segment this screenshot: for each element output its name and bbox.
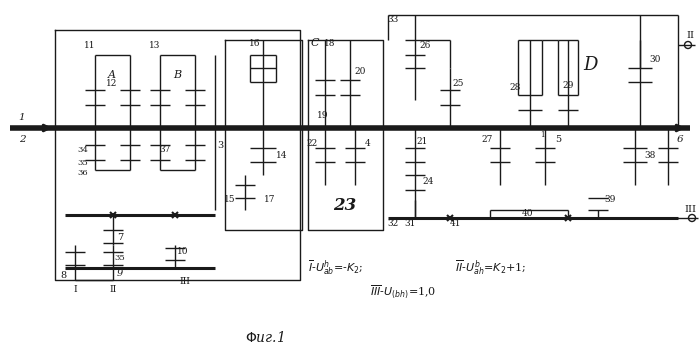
Text: 10: 10 [177, 247, 189, 257]
Text: 35: 35 [115, 254, 125, 262]
Text: 19: 19 [317, 110, 329, 120]
Text: 31: 31 [405, 219, 416, 229]
Text: 20: 20 [354, 67, 365, 76]
Text: D: D [583, 56, 597, 74]
Text: B: B [173, 70, 181, 80]
Text: 34: 34 [78, 146, 88, 154]
Text: 23: 23 [333, 197, 356, 213]
Text: 4: 4 [365, 138, 371, 147]
Text: 29: 29 [562, 81, 574, 89]
Text: $\overline{I}$-$U_{ab}^{h}$=-$K_2$;: $\overline{I}$-$U_{ab}^{h}$=-$K_2$; [308, 259, 363, 277]
Text: 1: 1 [19, 114, 25, 122]
Text: 37: 37 [160, 146, 171, 154]
Text: III: III [684, 206, 696, 214]
Text: C: C [311, 38, 319, 48]
Text: 33: 33 [387, 16, 398, 24]
Text: 7: 7 [117, 233, 123, 241]
Text: 40: 40 [522, 208, 533, 218]
Text: 18: 18 [324, 38, 336, 48]
Text: 21: 21 [416, 137, 428, 147]
Text: A: A [108, 70, 116, 80]
Text: II: II [686, 31, 694, 39]
Text: $\overline{III}$-$U_{(bh)}$=1,0: $\overline{III}$-$U_{(bh)}$=1,0 [370, 283, 436, 301]
Text: 2: 2 [19, 136, 25, 144]
Text: 27: 27 [482, 136, 493, 144]
Text: 28: 28 [510, 83, 521, 93]
Text: 11: 11 [84, 40, 96, 49]
Text: 30: 30 [650, 55, 661, 65]
Text: 16: 16 [249, 38, 260, 48]
Text: 36: 36 [78, 169, 88, 177]
Text: I: I [74, 285, 77, 295]
Text: 38: 38 [644, 151, 656, 159]
Text: 41: 41 [449, 219, 461, 229]
Text: 8: 8 [60, 271, 66, 279]
Text: 15: 15 [224, 196, 236, 204]
Text: III: III [180, 278, 190, 286]
Text: 1: 1 [540, 131, 545, 139]
Text: 26: 26 [419, 40, 430, 49]
Text: 39: 39 [604, 196, 616, 204]
Text: 17: 17 [265, 196, 276, 204]
Text: 3: 3 [217, 141, 223, 149]
Text: II: II [109, 285, 117, 295]
Text: 14: 14 [276, 151, 288, 159]
Text: 9: 9 [117, 268, 123, 278]
Text: $\Phi$иг.1: $\Phi$иг.1 [245, 331, 285, 345]
Text: 12: 12 [106, 78, 118, 87]
Text: 6: 6 [677, 136, 683, 144]
Text: 24: 24 [422, 178, 434, 186]
Text: $\overline{II}$-$U_{ah}^{b}$=$K_2$+1;: $\overline{II}$-$U_{ah}^{b}$=$K_2$+1; [455, 259, 526, 277]
Text: 13: 13 [149, 40, 161, 49]
Text: 5: 5 [555, 136, 561, 144]
Text: 35: 35 [78, 159, 88, 167]
Text: 25: 25 [452, 78, 463, 87]
Text: 32: 32 [387, 219, 398, 229]
Text: 22: 22 [307, 138, 318, 147]
